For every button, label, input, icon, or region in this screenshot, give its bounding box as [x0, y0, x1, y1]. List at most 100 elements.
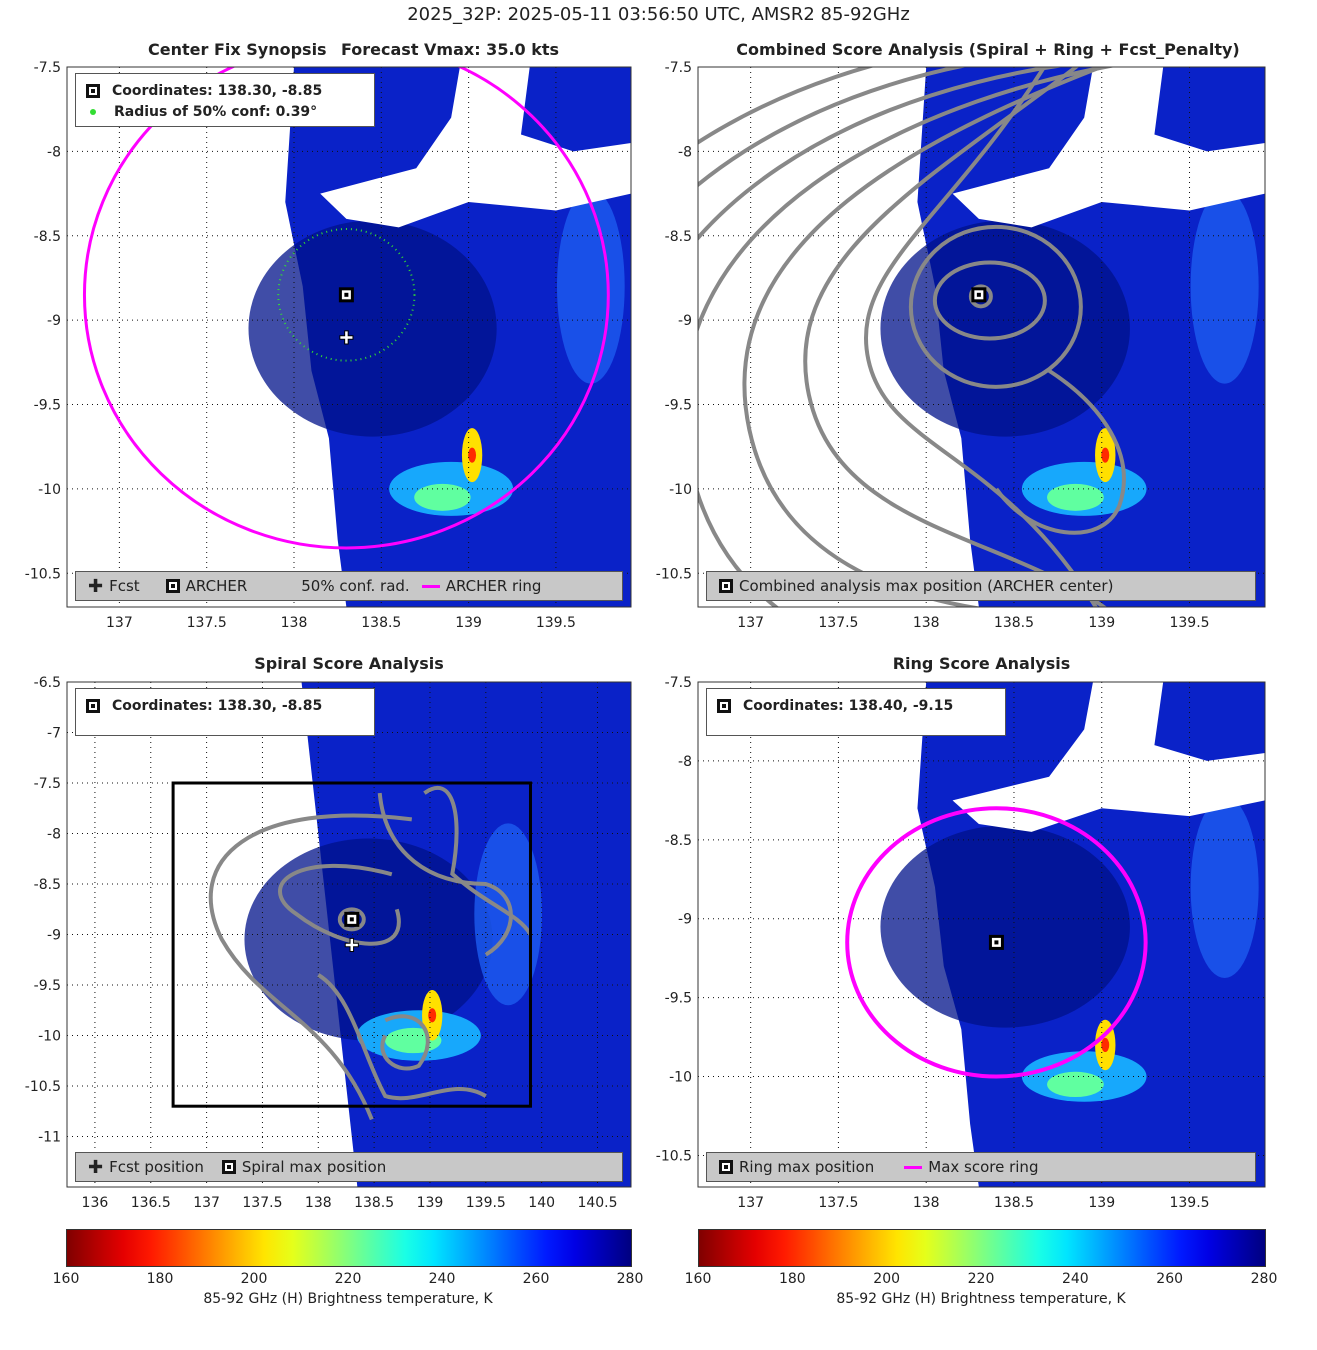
spiral-legend: ✚ Fcst position Spiral max position [75, 1152, 623, 1182]
spiral-title: Spiral Score Analysis [254, 654, 444, 673]
archer-center-marker-dot [344, 292, 349, 297]
synopsis-coordinates: Coordinates: 138.30, -8.85 [112, 82, 323, 99]
legend-ring-max: Ring max position [739, 1158, 875, 1176]
legend-archer-ring: ARCHER ring [445, 577, 542, 595]
colorbar-tick-label: 220 [335, 1271, 362, 1287]
x-tick-label: 139 [455, 615, 482, 631]
score-contour [698, 67, 1065, 242]
band-region [556, 189, 625, 384]
spiral-contour [380, 1014, 430, 1071]
y-tick-label: -11 [38, 1130, 61, 1146]
plot-frame [697, 66, 1266, 608]
no-data-area [320, 67, 631, 228]
x-tick-label: 138.5 [994, 615, 1034, 631]
convection-core [1047, 1071, 1104, 1098]
y-tick-label: -7 [47, 726, 61, 742]
synopsis-info-box: Coordinates: 138.30, -8.85 Radius of 50%… [75, 73, 375, 127]
colorbar-tick-label: 220 [968, 1271, 995, 1287]
score-contour [908, 224, 1083, 389]
colorbar-tick-label: 160 [53, 1271, 80, 1287]
x-tick-label: 137.5 [818, 1195, 858, 1211]
y-tick-label: -6.5 [34, 675, 61, 691]
cold-core-region [880, 825, 1130, 1028]
ring-info-box: Coordinates: 138.40, -9.15 [706, 688, 1006, 736]
y-tick-label: -7.5 [665, 60, 692, 76]
score-contour [994, 369, 1126, 535]
y-tick-label: -10.5 [656, 566, 692, 582]
spiral-max-marker-dot [349, 917, 354, 922]
x-tick-label: 137.5 [187, 615, 227, 631]
x-tick-label: 136.5 [131, 1195, 171, 1211]
archer-square-icon [165, 579, 180, 593]
fcst-position-cross-icon: ✚ [88, 1156, 104, 1178]
x-tick-label: 137 [737, 1195, 764, 1211]
spiral-contour [377, 792, 513, 957]
max-score-ring [845, 806, 1148, 1079]
legend-conf-rad: 50% conf. rad. [301, 577, 410, 595]
synopsis-legend: ✚ Fcst ARCHER 50% conf. rad. ARCHER ring [75, 571, 623, 601]
x-tick-label: 139.5 [1169, 1195, 1209, 1211]
convection-core [1047, 483, 1104, 511]
y-tick-label: -9 [678, 912, 692, 928]
colorbar-tick-label: 280 [617, 1271, 644, 1287]
x-tick-label: 139.5 [536, 615, 576, 631]
legend-max-score-ring: Max score ring [928, 1158, 1039, 1176]
x-tick-label: 139.5 [466, 1195, 506, 1211]
conf-radius-circle [277, 228, 416, 362]
ring-title: Ring Score Analysis [892, 654, 1071, 673]
ring-plot: 137 137.5 138 138.5 139 139.5 -7.5 -8 -8.5 -9 -9.5… [656, 675, 1266, 1211]
legend-archer: ARCHER [185, 577, 248, 595]
y-tick-label: -8 [678, 754, 692, 770]
x-tick-label: 140 [528, 1195, 555, 1211]
x-tick-label: 137.5 [818, 615, 858, 631]
ring-legend: Ring max position Max score ring [706, 1152, 1256, 1182]
x-tick-label: 138.5 [994, 1195, 1034, 1211]
y-tick-label: -7.5 [34, 776, 61, 792]
y-tick-label: -7.5 [665, 675, 692, 691]
colorbar-tick-label: 180 [147, 1271, 174, 1287]
x-tick-label: 139 [1088, 615, 1115, 631]
fcst-cross-icon: ✚ [88, 575, 104, 597]
archer-marker-icon [86, 83, 100, 98]
colorbar-tick-label: 260 [1156, 1271, 1183, 1287]
synopsis-title-left: Center Fix Synopsis [148, 40, 327, 59]
fcst-marker: ✚ [344, 936, 359, 957]
x-tick-label: 137 [106, 615, 133, 631]
x-tick-label: 138.5 [361, 615, 401, 631]
colorbar-tick-label: 240 [429, 1271, 456, 1287]
x-tick-label: 140.5 [577, 1195, 617, 1211]
figure-title: 2025_32P: 2025-05-11 03:56:50 UTC, AMSR2… [407, 4, 910, 25]
x-tick-label: 137 [737, 615, 764, 631]
convection-core [414, 483, 471, 511]
y-tick-label: -9.5 [665, 991, 692, 1007]
plot-frame [66, 681, 632, 1188]
spiral-contour [423, 785, 533, 936]
convection-min [468, 447, 477, 463]
combined-plot: 137 137.5 138 138.5 139 139.5 -7.5 -8 -8.5 -9 -9.5… [656, 60, 1266, 631]
x-tick-label: 137 [193, 1195, 220, 1211]
colorbar-tick-label: 160 [685, 1271, 712, 1287]
x-tick-label: 138 [913, 1195, 940, 1211]
combined-legend: Combined analysis max position (ARCHER c… [706, 571, 1256, 601]
legend-combined-max: Combined analysis max position (ARCHER c… [739, 577, 1114, 595]
y-tick-label: -10 [38, 482, 61, 498]
legend-fcst: Fcst [109, 577, 140, 595]
colorbar-left-label: 85-92 GHz (H) Brightness temperature, K [203, 1291, 493, 1307]
combined-square-icon [719, 579, 733, 593]
spiral-coordinates: Coordinates: 138.30, -8.85 [112, 697, 323, 714]
synopsis-plot: ✚ 137 137.5 138 138.5 139 139.5 -7.5 -8 -8.5 -9 -9.… [25, 60, 632, 631]
ring-coordinates: Coordinates: 138.40, -9.15 [743, 697, 954, 714]
y-tick-label: -10 [669, 482, 692, 498]
y-tick-label: -8.5 [665, 833, 692, 849]
x-tick-label: 136 [82, 1195, 109, 1211]
ring-max-square-icon [719, 1160, 733, 1174]
band-region [1190, 189, 1259, 384]
y-tick-label: -9.5 [34, 398, 61, 414]
colorbar-left [66, 1229, 632, 1267]
colorbar-tick-label: 280 [1251, 1271, 1278, 1287]
score-contour [698, 67, 1116, 607]
max-ring-line-icon [904, 1165, 923, 1169]
x-tick-label: 138.5 [354, 1195, 394, 1211]
x-tick-label: 139.5 [1169, 615, 1209, 631]
y-tick-label: -9.5 [665, 398, 692, 414]
